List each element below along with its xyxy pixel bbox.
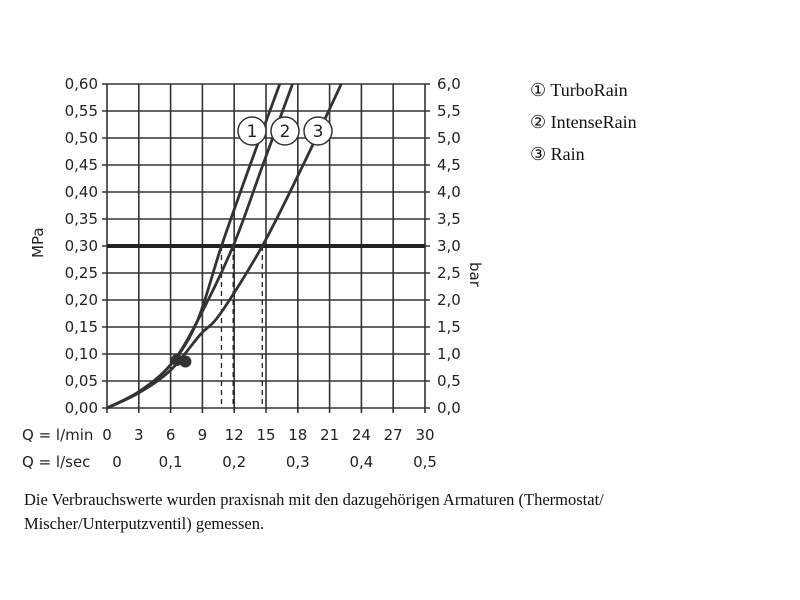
y-right-tick-label: 3,0 [437, 237, 461, 255]
caption: Die Verbrauchswerte wurden praxisnah mit… [24, 490, 604, 533]
y-axis-label: MPa [29, 227, 47, 258]
y-right-tick-label: 1,5 [437, 318, 461, 336]
x2-tick-label: 0,2 [222, 453, 246, 471]
x-tick-label: 6 [166, 426, 176, 444]
y-right-tick-label: 5,0 [437, 129, 461, 147]
y-right-tick-label: 4,5 [437, 156, 461, 174]
y-tick-label: 0,30 [65, 237, 98, 255]
legend-symbol: ① [530, 80, 547, 100]
x-tick-label: 15 [256, 426, 275, 444]
y-right-tick-label: 6,0 [437, 75, 461, 93]
x2-axis-label: Q = l/sec [22, 453, 90, 471]
x2-tick-label: 0 [112, 453, 122, 471]
legend-symbol: ③ [530, 144, 547, 164]
series-label: 3 [313, 122, 324, 142]
legend-item-rain: ③ Rain [530, 144, 637, 176]
pressure-flow-chart: 0 3 6 9 12 15 18 21 24 27 300,00 0,00,05 0,50,10 1,00… [22, 75, 484, 471]
x-tick-label: 18 [288, 426, 307, 444]
x-tick-label: 21 [320, 426, 339, 444]
x-tick-label: 30 [415, 426, 434, 444]
x-tick-label: 0 [102, 426, 112, 444]
y-tick-label: 0,40 [65, 183, 98, 201]
y-tick-label: 0,60 [65, 75, 98, 93]
legend-symbol: ② [530, 112, 547, 132]
series-label-circle [303, 116, 333, 146]
x-tick-label: 12 [225, 426, 244, 444]
legend-label: Rain [550, 144, 585, 164]
x-tick-label: 24 [352, 426, 371, 444]
y-tick-label: 0,55 [65, 102, 98, 120]
y-right-tick-label: 2,5 [437, 264, 461, 282]
x-tick-label: 27 [384, 426, 403, 444]
legend: ① TurboRain ② IntenseRain ③ Rain [530, 80, 637, 176]
legend-item-turborain: ① TurboRain [530, 80, 637, 112]
y-tick-label: 0,35 [65, 210, 98, 228]
y-tick-label: 0,25 [65, 264, 98, 282]
y-right-tick-label: 0,0 [437, 399, 461, 417]
y-tick-label: 0,00 [65, 399, 98, 417]
y-tick-label: 0,50 [65, 129, 98, 147]
x-tick-label: 9 [198, 426, 208, 444]
y-right-tick-label: 3,5 [437, 210, 461, 228]
y-right-axis-label: bar [466, 262, 484, 288]
y-tick-label: 0,45 [65, 156, 98, 174]
legend-label: IntenseRain [550, 112, 637, 132]
y-tick-label: 0,05 [65, 372, 98, 390]
x2-tick-label: 0,5 [413, 453, 437, 471]
legend-label: TurboRain [550, 80, 628, 100]
series-label-circle [270, 116, 300, 146]
y-right-tick-label: 1,0 [437, 345, 461, 363]
legend-item-intenserain: ② IntenseRain [530, 112, 637, 144]
y-tick-label: 0,20 [65, 291, 98, 309]
series-label: 2 [280, 122, 291, 142]
operating-point-marker [179, 355, 192, 368]
series-line-rain [106, 83, 343, 410]
y-right-tick-label: 4,0 [437, 183, 461, 201]
x-axis-label: Q = l/min [22, 426, 93, 444]
y-right-tick-label: 5,5 [437, 102, 461, 120]
x-tick-label: 3 [134, 426, 144, 444]
y-right-tick-label: 0,5 [437, 372, 461, 390]
y-right-tick-label: 2,0 [437, 291, 461, 309]
x2-tick-label: 0,3 [286, 453, 310, 471]
x2-tick-label: 0,1 [159, 453, 183, 471]
x2-tick-label: 0,4 [349, 453, 373, 471]
y-tick-label: 0,10 [65, 345, 98, 363]
series-label: 1 [247, 122, 258, 142]
series-label-circle [237, 116, 267, 146]
y-tick-label: 0,15 [65, 318, 98, 336]
